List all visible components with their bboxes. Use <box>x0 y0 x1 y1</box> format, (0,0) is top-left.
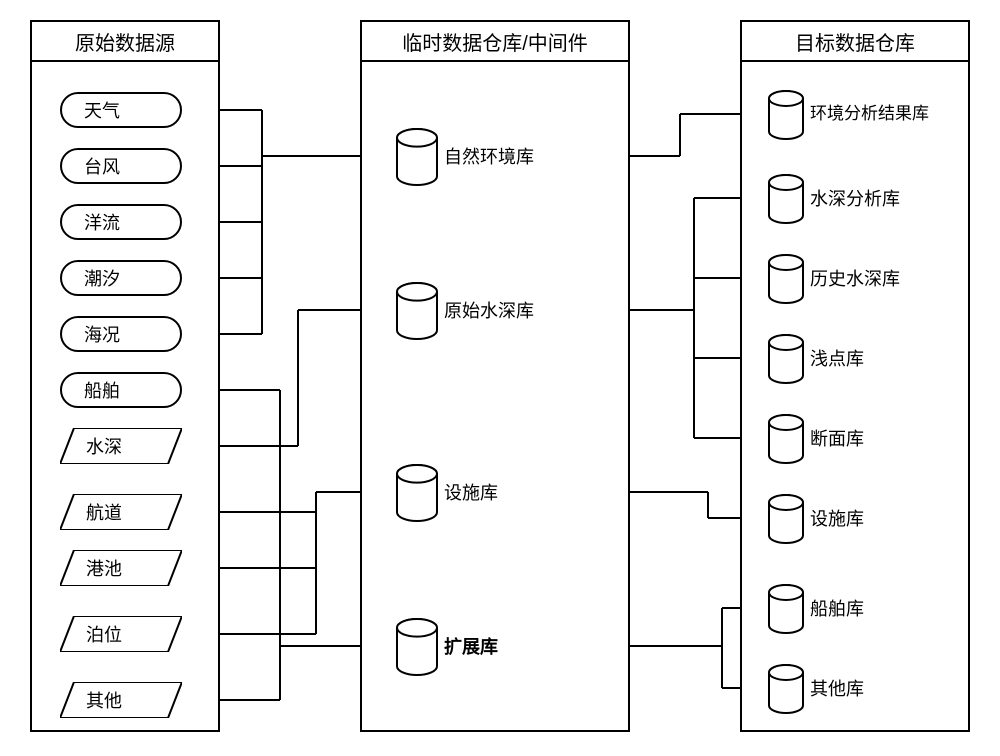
source-label: 海况 <box>84 321 120 347</box>
db-m1: 自然环境库 <box>396 128 582 184</box>
db-label: 环境分析结果库 <box>810 90 960 138</box>
source-label: 潮汐 <box>84 265 120 291</box>
source-label: 船舶 <box>84 377 120 403</box>
source-s2: 台风 <box>60 148 182 184</box>
column-header-left: 原始数据源 <box>32 22 218 62</box>
db-r6: 设施库 <box>768 494 958 542</box>
db-label: 船舶库 <box>810 584 960 632</box>
source-s6: 船舶 <box>60 372 182 408</box>
db-label: 原始水深库 <box>444 282 584 338</box>
source-s5: 海况 <box>60 316 182 352</box>
source-s11: 其他 <box>60 682 182 718</box>
source-label: 航道 <box>60 494 182 530</box>
db-label: 断面库 <box>810 414 960 462</box>
db-r8: 其他库 <box>768 664 958 712</box>
db-r2: 水深分析库 <box>768 174 958 222</box>
source-s7: 水深 <box>60 428 182 464</box>
source-s3: 洋流 <box>60 204 182 240</box>
db-r1: 环境分析结果库 <box>768 90 958 138</box>
db-m3: 设施库 <box>396 464 582 520</box>
db-label: 其他库 <box>810 664 960 712</box>
diagram-canvas: 原始数据源 临时数据仓库/中间件 目标数据仓库天气台风洋流潮汐海况船舶水深航道港池泊… <box>0 0 1000 756</box>
source-label: 港池 <box>60 550 182 586</box>
source-s4: 潮汐 <box>60 260 182 296</box>
db-label: 历史水深库 <box>810 254 960 302</box>
source-label: 其他 <box>60 682 182 718</box>
source-label: 台风 <box>84 153 120 179</box>
db-label: 设施库 <box>444 464 584 520</box>
db-m2: 原始水深库 <box>396 282 582 338</box>
db-r7: 船舶库 <box>768 584 958 632</box>
db-label: 设施库 <box>810 494 960 542</box>
db-r4: 浅点库 <box>768 334 958 382</box>
source-s10: 泊位 <box>60 616 182 652</box>
db-label: 自然环境库 <box>444 128 584 184</box>
db-r3: 历史水深库 <box>768 254 958 302</box>
db-label: 水深分析库 <box>810 174 960 222</box>
source-s8: 航道 <box>60 494 182 530</box>
source-label: 洋流 <box>84 209 120 235</box>
db-r5: 断面库 <box>768 414 958 462</box>
db-label: 扩展库 <box>444 618 584 674</box>
column-header-middle: 临时数据仓库/中间件 <box>362 22 628 62</box>
source-s9: 港池 <box>60 550 182 586</box>
db-label: 浅点库 <box>810 334 960 382</box>
source-label: 天气 <box>84 97 120 123</box>
source-label: 泊位 <box>60 616 182 652</box>
column-header-right: 目标数据仓库 <box>742 22 968 62</box>
source-s1: 天气 <box>60 92 182 128</box>
source-label: 水深 <box>60 428 182 464</box>
db-m4: 扩展库 <box>396 618 582 674</box>
